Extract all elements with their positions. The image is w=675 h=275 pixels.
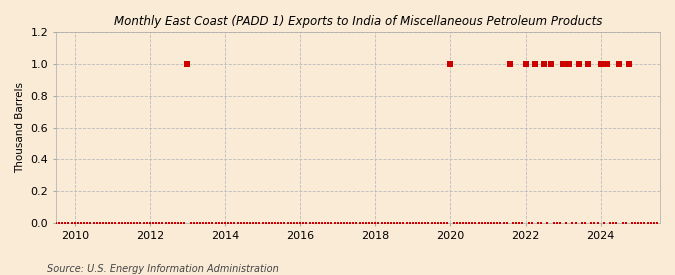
Title: Monthly East Coast (PADD 1) Exports to India of Miscellaneous Petroleum Products: Monthly East Coast (PADD 1) Exports to I…	[114, 15, 602, 28]
Y-axis label: Thousand Barrels: Thousand Barrels	[15, 82, 25, 173]
Text: Source: U.S. Energy Information Administration: Source: U.S. Energy Information Administ…	[47, 264, 279, 274]
